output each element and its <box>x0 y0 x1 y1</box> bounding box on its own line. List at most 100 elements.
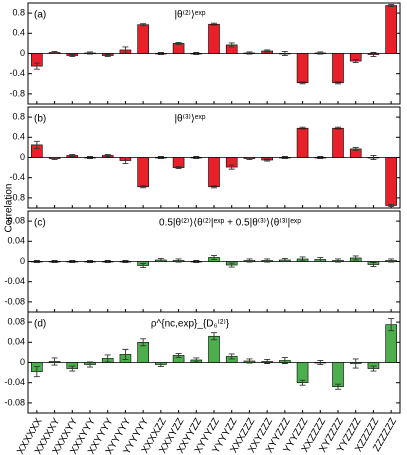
error-bar <box>157 156 164 159</box>
error-bar <box>211 332 217 341</box>
error-bar <box>87 260 93 263</box>
error-bar <box>264 158 271 162</box>
error-bar <box>51 260 58 263</box>
error-bar <box>33 140 40 149</box>
y-tick-label: 0.04 <box>7 337 25 347</box>
y-tick-label: -0.08 <box>4 397 25 407</box>
error-bar <box>281 357 288 364</box>
y-tick-label: 0 <box>20 48 25 58</box>
error-bar <box>122 157 129 165</box>
error-bar <box>228 164 235 170</box>
bar <box>208 23 220 54</box>
error-bar <box>246 358 253 364</box>
error-bar <box>352 358 359 369</box>
error-bar <box>388 318 395 332</box>
y-tick-label: -0.08 <box>4 296 25 306</box>
error-bar <box>352 146 359 151</box>
error-bar <box>299 379 306 386</box>
y-tick-label: -0.8 <box>9 88 25 98</box>
error-bar <box>175 41 182 45</box>
error-bar <box>122 46 129 54</box>
error-bar <box>264 359 271 364</box>
panel-title: |θ⁽²⁾⟩ᵉˣᵖ <box>174 10 205 21</box>
error-bar <box>228 42 235 48</box>
error-bar <box>281 156 288 159</box>
y-tick-label: -0.4 <box>9 68 25 78</box>
error-bar <box>246 258 253 263</box>
error-bar <box>211 254 217 260</box>
y-tick-label: 0 <box>20 357 25 367</box>
bar <box>332 53 344 84</box>
bar <box>385 5 397 54</box>
error-bar <box>352 59 359 64</box>
y-tick-label: 0 <box>20 256 25 266</box>
error-bar <box>299 256 306 262</box>
error-bar <box>51 157 58 160</box>
panel-title: |θ⁽³⁾⟩ᵉˣᵖ <box>174 114 205 125</box>
error-bar <box>317 360 324 365</box>
error-bar <box>157 52 164 55</box>
error-bar <box>193 156 200 159</box>
error-bar <box>335 126 341 130</box>
error-bar <box>69 365 76 372</box>
error-bar <box>335 81 341 85</box>
y-tick-label: 0.8 <box>12 7 25 17</box>
panel-frame <box>27 311 401 414</box>
error-bar <box>193 260 200 263</box>
error-bar <box>51 357 58 366</box>
error-bar <box>157 258 164 262</box>
error-bar <box>281 51 288 56</box>
error-bar <box>193 52 200 55</box>
panel-title: ρ^{nc,exp}_{D₆⁽²⁾} <box>151 319 230 330</box>
y-tick-label: 0 <box>20 152 25 162</box>
error-bar <box>246 157 253 160</box>
bar <box>385 157 397 206</box>
error-bar <box>87 361 93 368</box>
error-bar <box>104 54 111 57</box>
error-bar <box>228 262 235 268</box>
bar <box>172 157 185 168</box>
error-bar <box>264 258 271 263</box>
error-bar <box>104 154 111 157</box>
error-bar <box>87 156 93 159</box>
error-bar <box>211 185 217 189</box>
error-bar <box>264 49 271 53</box>
y-tick-label: -0.4 <box>9 172 25 182</box>
error-bar <box>175 166 182 170</box>
error-bar <box>51 51 58 54</box>
error-bar <box>175 258 182 263</box>
error-bar <box>140 338 147 347</box>
bar <box>137 24 149 54</box>
bar <box>296 53 309 84</box>
y-axis-label: Correlation <box>4 184 15 233</box>
panel-label: (b) <box>34 114 46 125</box>
error-bar <box>370 262 377 267</box>
error-bar <box>140 185 147 189</box>
error-bar <box>335 383 341 390</box>
error-bar <box>122 348 129 360</box>
bar <box>137 157 149 188</box>
error-bar <box>122 260 129 263</box>
y-tick-label: 0.04 <box>7 236 25 246</box>
error-bar <box>175 352 182 358</box>
error-bar <box>299 81 306 85</box>
y-tick-label: -0.04 <box>4 276 25 286</box>
bar <box>296 127 309 158</box>
error-bar <box>317 257 324 262</box>
error-bar <box>388 204 395 207</box>
error-bar <box>335 258 341 263</box>
bar <box>296 362 309 384</box>
y-tick-label: 0.08 <box>7 215 25 225</box>
panel-label: (d) <box>34 319 46 330</box>
y-tick-label: 0.08 <box>7 316 25 326</box>
panel-label: (a) <box>34 10 46 21</box>
error-bar <box>370 365 377 372</box>
y-tick-label: -0.04 <box>4 377 25 387</box>
bar <box>332 362 344 388</box>
error-bar <box>104 260 111 263</box>
error-bar <box>228 353 235 360</box>
error-bar <box>69 154 76 157</box>
error-bar <box>211 22 217 26</box>
error-bar <box>317 51 324 55</box>
panel-frame <box>27 2 401 105</box>
